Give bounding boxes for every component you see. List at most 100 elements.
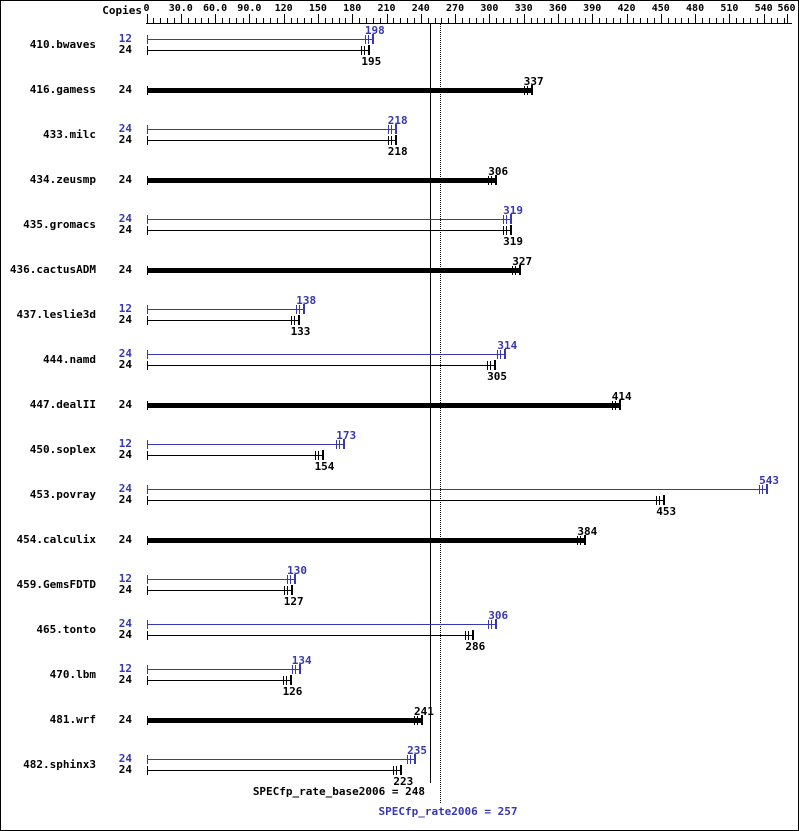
bar-end-cap — [530, 85, 533, 95]
axis-minor-tick — [777, 18, 779, 23]
bar-line — [146, 38, 373, 40]
bar-end-cap — [400, 765, 403, 775]
benchmark-label: 453.povray — [29, 488, 96, 501]
axis-minor-tick — [345, 18, 347, 23]
axis-major-tick — [660, 14, 662, 23]
copies-label: 24 — [118, 617, 132, 630]
bar-run-tick — [611, 401, 613, 410]
bar-start-cap — [146, 176, 148, 185]
bar-line — [146, 443, 345, 445]
bar-run-tick — [468, 631, 470, 640]
bar-line — [146, 769, 402, 771]
bar-start-cap — [146, 125, 148, 134]
bar-run-tick — [285, 676, 287, 685]
bar-run-tick — [387, 136, 389, 145]
bar-start-cap — [146, 676, 148, 685]
axis-tick-label: 30.0 — [168, 3, 193, 14]
benchmark-label: 459.GemsFDTD — [16, 578, 96, 591]
axis-major-tick — [626, 14, 628, 23]
axis-tick-label: 450 — [651, 3, 670, 14]
axis-tick-label: 90.0 — [237, 3, 262, 14]
bar-run-tick — [317, 451, 319, 460]
benchmark-label: 454.calculix — [16, 533, 96, 546]
benchmark-label: 447.dealII — [29, 398, 96, 411]
bar-value-label: 319 — [503, 204, 523, 217]
bar-line — [146, 364, 496, 366]
axis-minor-tick — [564, 18, 566, 23]
bar-value-label: 384 — [577, 525, 598, 538]
peak-result-label: SPECfp_rate2006 = 257 — [378, 805, 518, 818]
copies-label: 12 — [118, 437, 132, 450]
axis-major-tick — [763, 14, 765, 23]
bar-run-tick — [515, 266, 517, 275]
bar-line — [146, 177, 497, 183]
bar-value-label: 173 — [336, 429, 357, 442]
bar-run-tick — [314, 451, 316, 460]
bar-run-tick — [500, 350, 502, 359]
copies-label: 12 — [118, 32, 132, 45]
axis-minor-tick — [640, 18, 642, 23]
copies-label: 24 — [118, 713, 132, 726]
copies-label: 24 — [118, 83, 132, 96]
bar-run-tick — [283, 586, 285, 595]
bar-start-cap — [146, 215, 148, 224]
axis-minor-tick — [578, 18, 580, 23]
axis-minor-tick — [715, 18, 717, 23]
axis-minor-tick — [674, 18, 676, 23]
axis-minor-tick — [681, 18, 683, 23]
bar-line — [146, 308, 305, 310]
copies-label: 24 — [118, 212, 132, 225]
bar-end-cap — [298, 664, 301, 674]
axis-tick-label: 360 — [548, 3, 567, 14]
axis-minor-tick — [338, 18, 340, 23]
bar-value-label: 327 — [512, 255, 533, 268]
axis-minor-tick — [379, 18, 381, 23]
copies-label: 24 — [118, 448, 132, 461]
axis-minor-tick — [496, 18, 498, 23]
axis-minor-tick — [688, 18, 690, 23]
bar-value-label: 133 — [290, 325, 311, 338]
bar-end-cap — [321, 450, 324, 460]
bar-line — [146, 668, 300, 670]
bar-run-tick — [759, 485, 761, 494]
bar-start-cap — [146, 485, 148, 494]
bar-run-tick — [367, 35, 369, 44]
bar-line — [146, 229, 512, 231]
axis-minor-tick — [585, 18, 587, 23]
axis-minor-tick — [372, 18, 374, 23]
bar-line — [146, 589, 292, 591]
copies-label: 12 — [118, 662, 132, 675]
bar-value-label: 543 — [759, 474, 779, 487]
bar-value-label: 218 — [387, 145, 408, 158]
bar-end-cap — [368, 45, 371, 55]
axis-minor-tick — [331, 18, 333, 23]
bar-run-tick — [413, 716, 415, 725]
bar-run-tick — [488, 620, 490, 629]
bar-start-cap — [146, 451, 148, 460]
axis-tick-label: 390 — [583, 3, 602, 14]
axis-tick-label: 480 — [686, 3, 705, 14]
bar-line — [146, 488, 768, 490]
bar-start-cap — [146, 35, 148, 44]
bar-end-cap — [766, 484, 769, 494]
bar-run-tick — [407, 755, 409, 764]
bar-value-label: 319 — [503, 235, 523, 248]
axis-minor-tick — [393, 18, 395, 23]
axis-tick-label: 300 — [480, 3, 499, 14]
bar-start-cap — [146, 361, 148, 370]
axis-tick-label: 0 — [143, 3, 150, 14]
benchmark-label: 436.cactusADM — [9, 263, 96, 276]
axis-minor-tick — [619, 18, 621, 23]
bar-run-tick — [491, 176, 493, 185]
bar-run-tick — [526, 86, 528, 95]
benchmark-label: 433.milc — [43, 128, 96, 141]
bar-value-label: 195 — [361, 55, 382, 68]
bar-end-cap — [303, 304, 306, 314]
axis-minor-tick — [516, 18, 518, 23]
bar-value-label: 305 — [487, 370, 507, 383]
bar-value-label: 134 — [291, 654, 312, 667]
bar-end-cap — [420, 715, 423, 725]
bar-value-label: 138 — [296, 294, 317, 307]
bar-run-tick — [290, 575, 292, 584]
axis-minor-tick — [359, 18, 361, 23]
